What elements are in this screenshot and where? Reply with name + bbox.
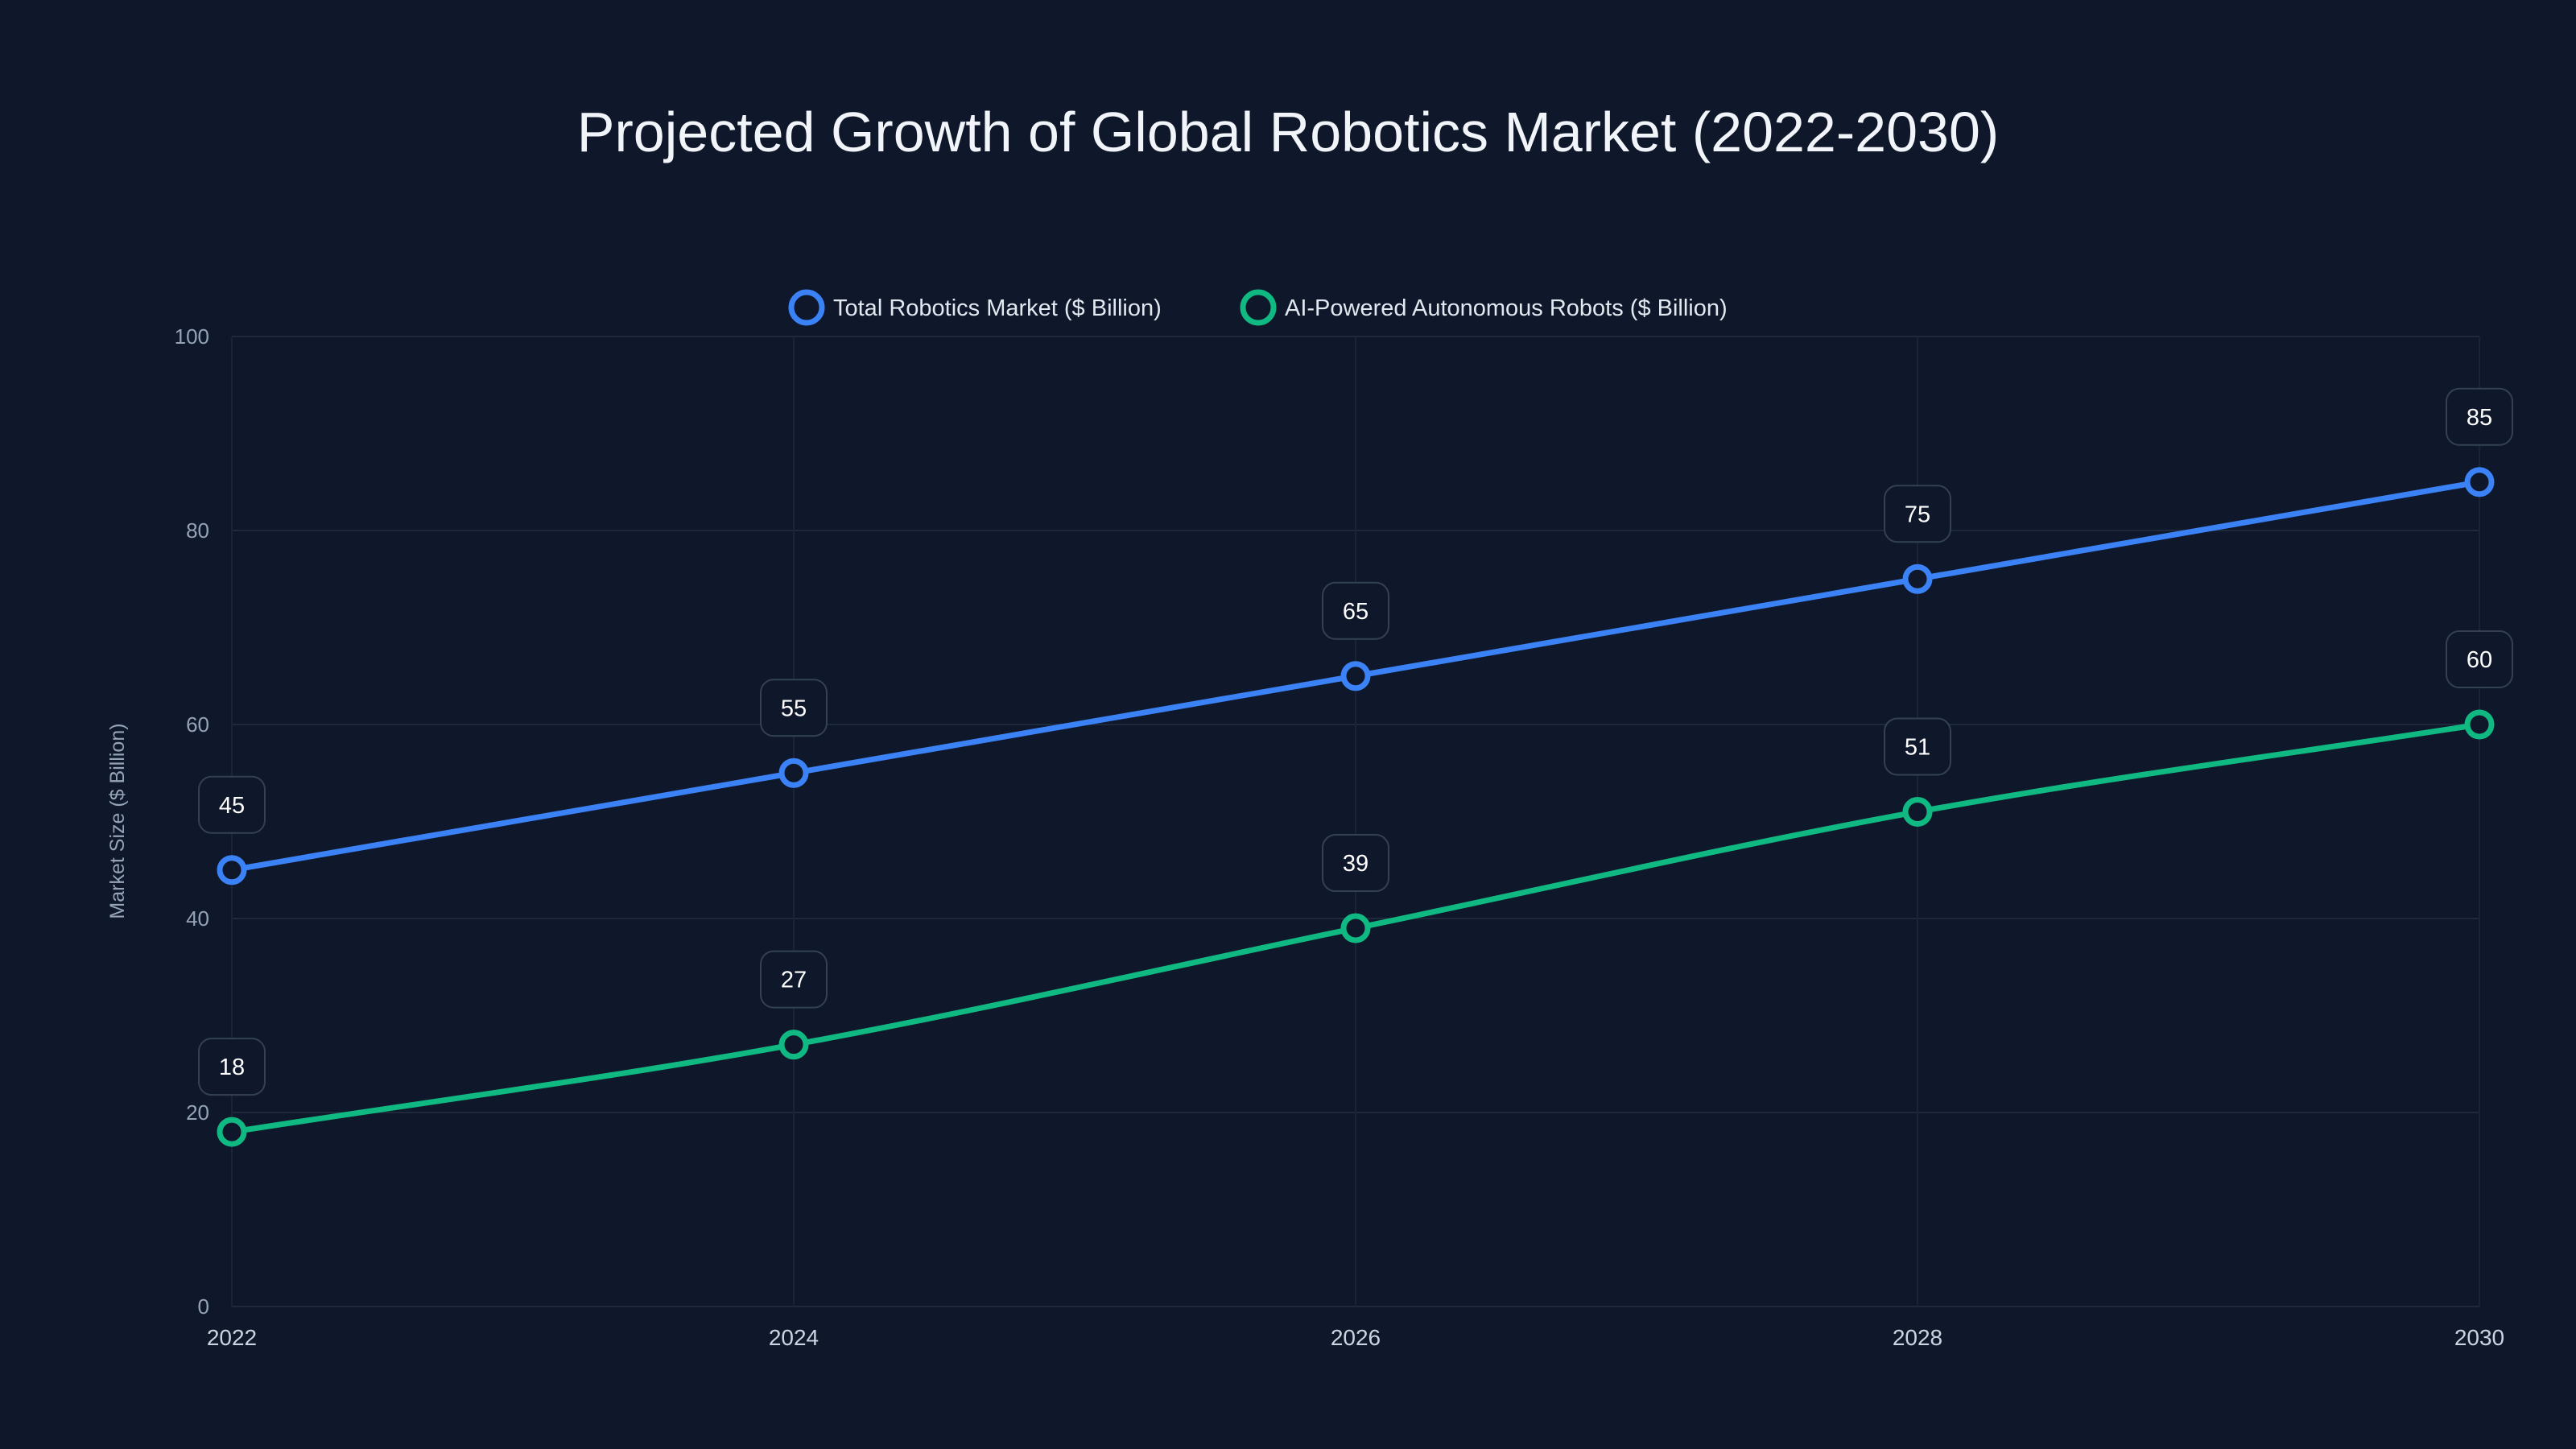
data-point[interactable] bbox=[778, 758, 809, 788]
data-label: 85 bbox=[2446, 387, 2513, 446]
data-point[interactable] bbox=[778, 1030, 809, 1060]
y-tick-label: 40 bbox=[186, 906, 209, 931]
data-point[interactable] bbox=[217, 1117, 247, 1147]
x-tick-label: 2026 bbox=[1331, 1325, 1381, 1350]
data-label: 75 bbox=[1884, 485, 1951, 543]
y-tick-label: 20 bbox=[186, 1100, 209, 1125]
data-label-box bbox=[2446, 630, 2513, 688]
data-label-box bbox=[760, 679, 828, 737]
grid: 0 20 40 60 80 100 2022 2024 2026 2028 2030 bbox=[175, 324, 2505, 1350]
data-label-box bbox=[198, 775, 266, 834]
data-label-text: 60 bbox=[2467, 647, 2492, 673]
legend-label: Total Robotics Market ($ Billion) bbox=[833, 295, 1162, 321]
data-label-box bbox=[1884, 717, 1951, 776]
data-point[interactable] bbox=[1340, 913, 1371, 943]
y-tick-label: 80 bbox=[186, 518, 209, 543]
chart-title: Projected Growth of Global Robotics Mark… bbox=[577, 101, 1999, 163]
data-label-text: 45 bbox=[219, 793, 245, 819]
legend-marker-icon bbox=[788, 289, 825, 326]
data-label-box bbox=[198, 1038, 266, 1096]
data-label-text: 65 bbox=[1343, 599, 1368, 625]
x-tick-label: 2030 bbox=[2454, 1325, 2504, 1350]
data-point[interactable] bbox=[217, 855, 247, 886]
data-label-box bbox=[1322, 581, 1389, 640]
data-label-text: 51 bbox=[1905, 734, 1930, 760]
data-label-box bbox=[2446, 387, 2513, 446]
data-label: 55 bbox=[760, 679, 828, 737]
data-label-text: 55 bbox=[781, 696, 807, 721]
data-label: 65 bbox=[1322, 581, 1389, 640]
data-label-box bbox=[1322, 834, 1389, 893]
legend-marker-icon bbox=[1240, 289, 1277, 326]
data-label-box bbox=[1884, 485, 1951, 543]
x-tick-label: 2028 bbox=[1893, 1325, 1942, 1350]
y-tick-label: 60 bbox=[186, 712, 209, 737]
data-labels-layer: 45 55 65 75 85 18 27 39 51 60 bbox=[198, 387, 2513, 1096]
data-label-text: 27 bbox=[781, 968, 807, 993]
y-tick-label: 100 bbox=[175, 324, 209, 349]
data-label: 18 bbox=[198, 1038, 266, 1096]
data-label-box bbox=[760, 950, 828, 1009]
y-tick-label: 0 bbox=[198, 1294, 209, 1319]
data-point[interactable] bbox=[2464, 709, 2495, 740]
legend-item[interactable]: AI-Powered Autonomous Robots ($ Billion) bbox=[1240, 289, 1728, 326]
x-tick-label: 2022 bbox=[207, 1325, 257, 1350]
series-layer bbox=[217, 467, 2495, 1147]
data-point[interactable] bbox=[1902, 796, 1933, 827]
data-label: 45 bbox=[198, 775, 266, 834]
legend: Total Robotics Market ($ Billion) AI-Powe… bbox=[788, 289, 1728, 326]
data-label: 51 bbox=[1884, 717, 1951, 776]
data-label-text: 75 bbox=[1905, 502, 1930, 527]
legend-label: AI-Powered Autonomous Robots ($ Billion) bbox=[1285, 295, 1728, 321]
data-label: 39 bbox=[1322, 834, 1389, 893]
data-label: 60 bbox=[2446, 630, 2513, 688]
data-label-text: 85 bbox=[2467, 405, 2492, 431]
data-label-text: 39 bbox=[1343, 851, 1368, 877]
data-point[interactable] bbox=[1902, 564, 1933, 594]
legend-item[interactable]: Total Robotics Market ($ Billion) bbox=[788, 289, 1162, 326]
data-label-text: 18 bbox=[219, 1055, 245, 1080]
data-label: 27 bbox=[760, 950, 828, 1009]
x-tick-label: 2024 bbox=[769, 1325, 819, 1350]
data-point[interactable] bbox=[1340, 661, 1371, 691]
data-point[interactable] bbox=[2464, 467, 2495, 497]
y-axis-label: Market Size ($ Billion) bbox=[106, 723, 129, 919]
